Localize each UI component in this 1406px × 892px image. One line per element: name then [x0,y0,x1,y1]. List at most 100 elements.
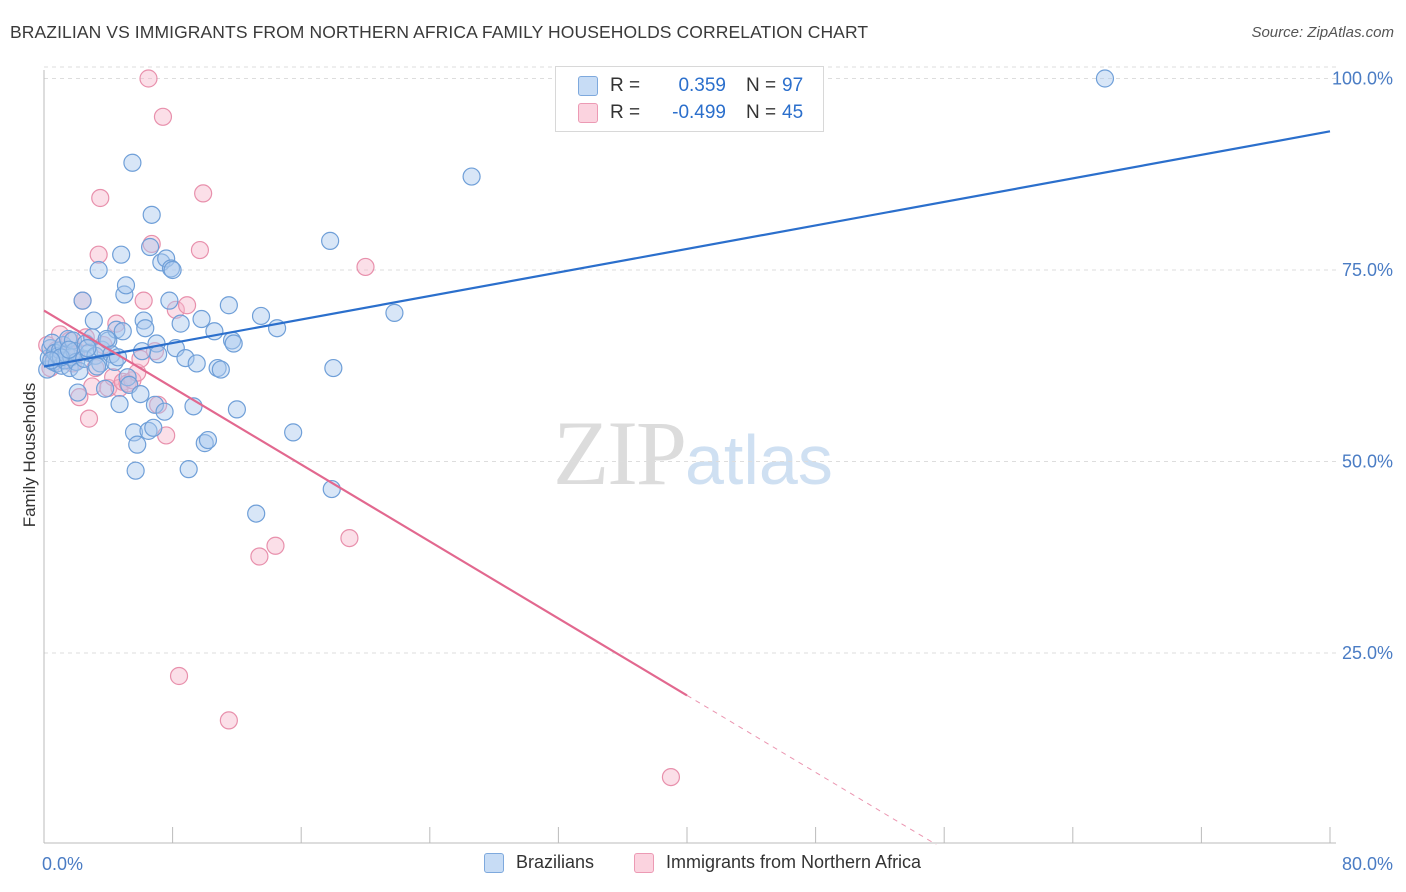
data-point-brazilians [155,402,174,421]
data-point-immigrants [89,245,108,264]
data-point-brazilians [116,276,136,295]
trend-line-immigrants-extrapolated [686,694,937,845]
data-point-immigrants [661,767,681,787]
stats-legend: R = 0.359 N = 97 R = -0.499 N = 45 [555,66,824,132]
data-point-brazilians [157,249,176,268]
legend-row-brazilians: R = 0.359 N = 97 [578,75,803,97]
legend-swatch-pink [578,103,598,123]
data-point-brazilians [73,291,92,310]
data-point-immigrants [91,188,110,208]
data-point-brazilians [134,311,153,330]
data-point-brazilians [59,340,79,359]
legend-r-label: R = [610,102,641,123]
data-point-brazilians [140,237,160,257]
series-brazilians-points [38,69,1115,523]
y-tick-label: 75.0% [1342,260,1393,280]
data-point-immigrants [177,296,197,315]
data-point-brazilians [139,421,158,440]
data-point-brazilians [132,342,152,361]
data-point-brazilians [251,306,271,326]
data-point-immigrants [250,547,269,566]
data-point-brazilians [195,434,214,453]
data-point-immigrants [194,184,213,203]
axes [43,70,1336,844]
legend-n-value: 45 [782,102,804,123]
trend-lines [43,130,1331,845]
data-point-immigrants [340,528,359,548]
legend-n-label: N = [746,75,777,96]
legend-swatch-pink [634,852,654,873]
legend-item-immigrants[interactable]: Immigrants from Northern Africa [634,852,921,873]
source-label: Source: ZipAtlas.com [1251,24,1394,41]
data-point-brazilians [136,319,155,338]
data-point-brazilians [123,153,142,172]
data-point-brazilians [142,205,161,224]
y-tick-label: 25.0% [1342,643,1393,663]
data-point-immigrants [153,107,173,126]
legend-r-label: R = [610,75,641,96]
data-point-brazilians [163,260,182,280]
data-point-brazilians [160,291,179,310]
x-tick-label: 0.0% [42,854,83,874]
grid [44,66,1336,654]
data-point-brazilians [198,430,218,450]
legend-n-value: 97 [782,75,804,96]
watermark: ZIPatlas [553,400,833,506]
data-point-immigrants [356,257,375,277]
watermark-atlas: atlas [685,421,833,499]
data-point-brazilians [107,320,126,339]
data-point-brazilians [128,435,147,454]
data-point-brazilians [84,311,103,330]
data-point-brazilians [1095,69,1115,88]
data-point-brazilians [149,345,168,364]
data-point-immigrants [169,666,189,686]
data-point-brazilians [118,368,137,387]
data-point-immigrants [134,291,153,310]
data-point-brazilians [219,296,238,315]
data-point-immigrants [139,69,158,88]
data-point-brazilians [179,460,198,479]
legend-n-label: N = [746,102,777,123]
data-point-brazilians [227,400,246,419]
data-point-brazilians [192,309,211,329]
data-point-brazilians [144,418,163,437]
data-point-immigrants [142,234,161,254]
data-point-brazilians [131,384,150,404]
data-point-brazilians [385,303,404,322]
trend-line-immigrants [43,309,688,697]
y-tick-label: 50.0% [1342,452,1393,472]
data-point-brazilians [247,504,266,523]
chart-title: BRAZILIAN VS IMMIGRANTS FROM NORTHERN AF… [10,22,869,42]
legend-label: Immigrants from Northern Africa [666,852,922,872]
data-point-brazilians [324,358,343,378]
tick-labels: 25.0% 50.0% 75.0% 100.0% 0.0% 80.0% [42,69,1393,875]
data-point-brazilians [95,379,115,398]
data-point-brazilians [211,360,230,379]
legend-label: Brazilians [516,852,595,872]
data-point-brazilians [89,260,108,280]
data-point-immigrants [166,300,185,319]
data-point-immigrants [79,409,99,428]
watermark-zip: ZIP [553,402,687,504]
y-tick-label: 100.0% [1332,69,1393,89]
data-point-brazilians [145,395,165,414]
series-legend: Brazilians Immigrants from Northern Afri… [0,852,1406,878]
data-point-brazilians [87,357,107,376]
data-point-brazilians [176,348,195,368]
x-tick-label: 80.0% [1342,854,1393,874]
data-point-brazilians [78,339,97,358]
data-point-brazilians [321,231,340,250]
data-point-brazilians [126,461,145,480]
data-point-brazilians [224,334,243,353]
legend-r-value: 0.359 [678,75,726,96]
data-point-brazilians [462,167,481,186]
data-point-brazilians [112,245,131,264]
legend-item-brazilians[interactable]: Brazilians [484,852,594,873]
data-point-brazilians [113,322,132,341]
data-point-immigrants [190,240,210,260]
legend-swatch-blue [578,76,598,96]
data-point-brazilians [171,314,190,333]
legend-swatch-blue [484,852,504,873]
legend-r-value: -0.499 [672,102,726,123]
